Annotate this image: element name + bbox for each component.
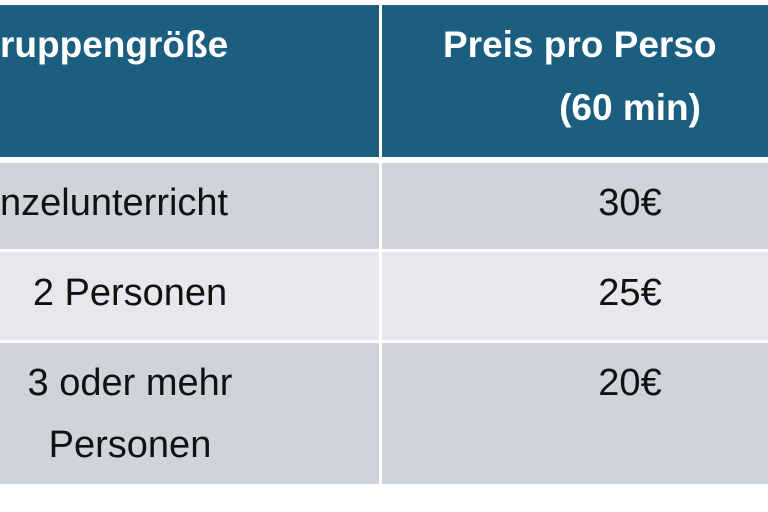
cell-text: (60 min) — [559, 87, 701, 128]
cell-text: 3 oder mehr — [28, 362, 233, 404]
column-divider — [379, 5, 382, 484]
cell-text: 25€ — [598, 272, 661, 314]
row-2 — [0, 252, 768, 340]
cell-text: 20€ — [598, 362, 661, 404]
cell-text: Preis pro Perso — [443, 24, 717, 65]
cell-text: 30€ — [598, 182, 661, 224]
row-3 — [0, 343, 768, 484]
cell-text: nzelunterricht — [0, 182, 229, 224]
cell-text: Personen — [49, 424, 212, 466]
header-row — [0, 5, 768, 157]
cell-text: 2 Personen — [33, 272, 227, 314]
cell-text: ruppengröße — [0, 24, 228, 65]
row-1 — [0, 163, 768, 249]
